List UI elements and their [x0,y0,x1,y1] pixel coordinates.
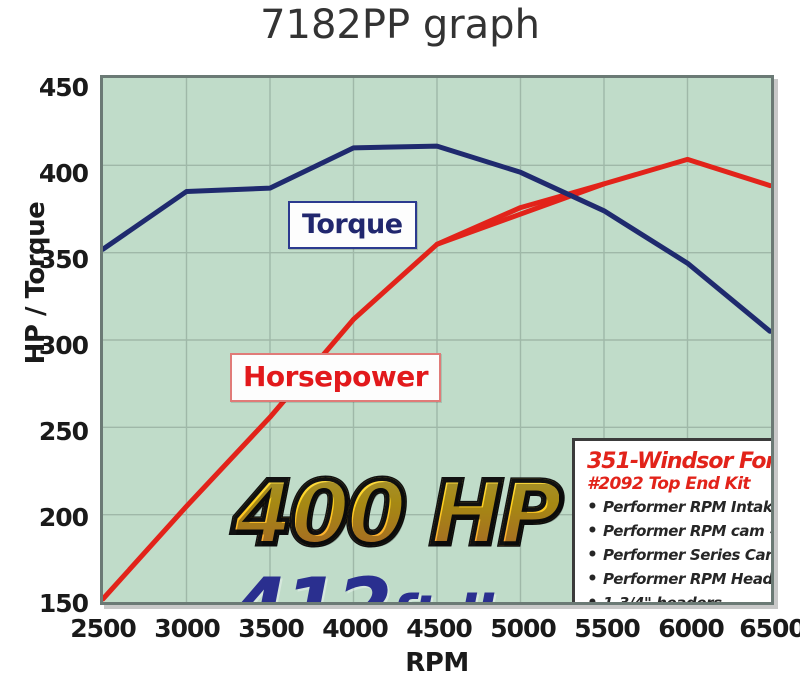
plot-area: 400 HP 400 HP 412ft-lbs Torque Horsepowe… [100,75,774,605]
y-axis-tick-400: 400 [38,159,89,188]
legend-subtitle: #2092 Top End Kit [587,474,751,495]
x-axis-tick-4500: 4500 [406,614,473,643]
x-axis-tick-3500: 3500 [238,614,305,643]
horsepower-series-line-mid [434,181,607,247]
legend-item: Performer RPM Intake #7581 [587,499,771,524]
legend-item: Performer RPM cam #7182 [587,523,771,548]
y-axis-tick-350: 350 [38,245,89,274]
legend-item: Performer Series Carb #1407 [587,547,771,572]
torque-series-label: Torque [288,201,417,249]
hp-callout-outline: 400 HP [229,468,565,561]
x-axis-label: RPM [405,648,469,678]
horsepower-series-line [103,156,771,602]
x-axis-tick-3000: 3000 [154,614,221,643]
x-axis-tick-6000: 6000 [658,614,725,643]
x-axis-tick-4000: 4000 [322,614,389,643]
y-axis-label: HP / Torque [21,201,51,365]
x-axis-tick-6500: 6500 [739,614,800,643]
y-axis-tick-300: 300 [38,331,89,360]
hp-callout: 400 HP [231,464,564,564]
y-axis-tick-450: 450 [38,73,89,102]
y-axis-tick-200: 200 [38,503,89,532]
x-axis-tick-5500: 5500 [574,614,641,643]
torque-callout-value: 412 [231,561,392,603]
legend-item-list: Performer RPM Intake #7581 Performer RPM… [587,499,771,602]
y-axis-tick-250: 250 [38,417,89,446]
page-title: 7182PP graph [260,2,540,48]
legend-title: 351-Windsor Ford V8 [587,449,771,474]
legend-item: 1-3/4" headers [587,595,771,602]
torque-callout-units: ft-lbs [389,584,546,603]
legend-box: 351-Windsor Ford V8 #2092 Top End Kit Pe… [572,438,771,602]
x-axis-tick-5000: 5000 [490,614,557,643]
horsepower-series-label: Horsepower [230,353,442,402]
torque-callout: 412ft-lbs [231,568,546,603]
legend-item: Performer RPM Heads #60259 [587,571,771,596]
y-axis-tick-150: 150 [38,589,89,618]
x-axis-tick-2500: 2500 [70,614,137,643]
torque-series-line [103,143,771,334]
